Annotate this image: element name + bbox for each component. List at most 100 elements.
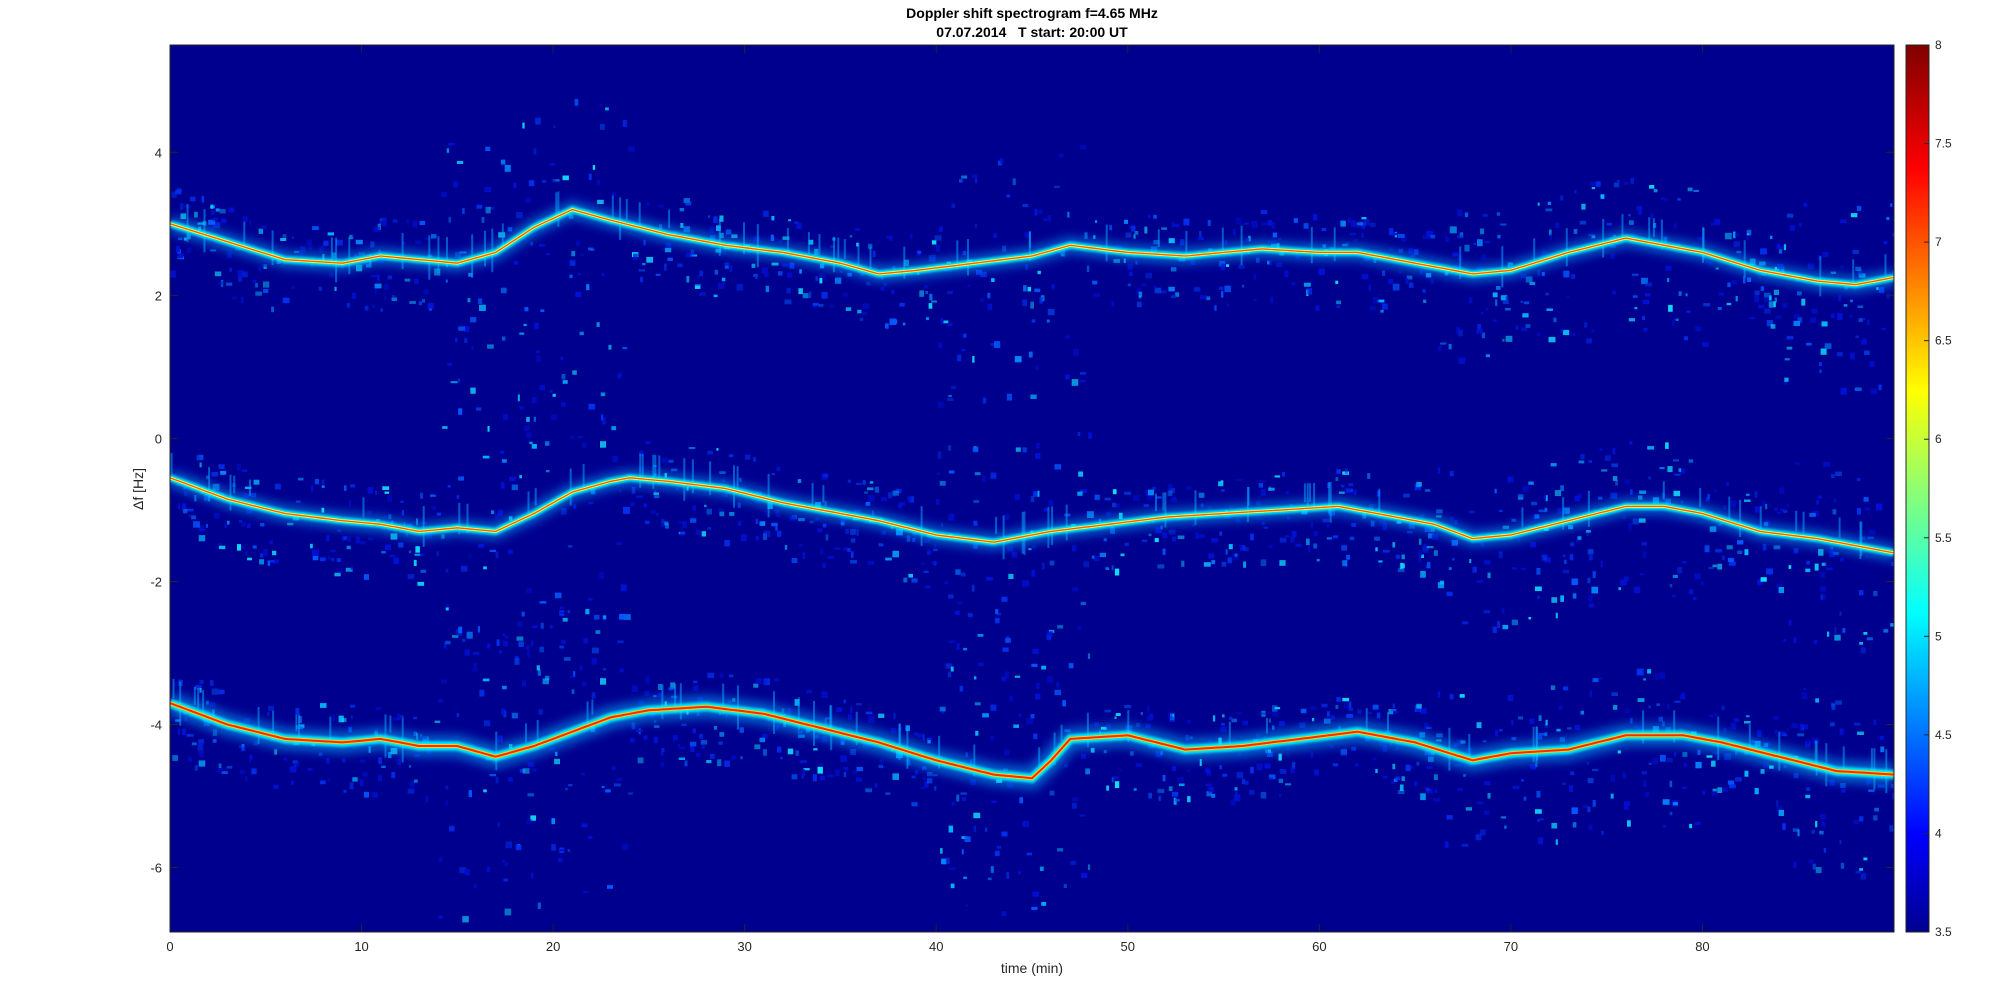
speckle-cell bbox=[1085, 768, 1090, 775]
speckle-cell bbox=[1312, 214, 1318, 221]
speckle-cell bbox=[300, 246, 306, 252]
speckle-cell bbox=[1852, 249, 1859, 254]
speckle-cell bbox=[1726, 302, 1732, 306]
speckle-cell bbox=[1538, 837, 1543, 845]
speckle-cell bbox=[1558, 705, 1563, 710]
speckle-cell bbox=[1592, 800, 1596, 807]
speckle-cell bbox=[924, 284, 929, 289]
speckle-cell bbox=[458, 626, 463, 634]
speckle-cell bbox=[643, 735, 647, 740]
speckle-cell bbox=[1329, 745, 1333, 748]
speckle-cell bbox=[393, 557, 399, 565]
speckle-cell bbox=[1747, 277, 1752, 282]
speckle-cell bbox=[1788, 619, 1792, 626]
speckle-cell bbox=[1773, 545, 1781, 550]
speckle-cell bbox=[1248, 235, 1251, 242]
speckle-cell bbox=[1057, 625, 1064, 629]
speckle-cell bbox=[823, 473, 829, 478]
speckle-cell bbox=[1570, 333, 1576, 336]
speckle-cell bbox=[1757, 579, 1763, 585]
speckle-cell bbox=[1784, 377, 1789, 382]
speckle-cell bbox=[1726, 482, 1729, 487]
speckle-cell bbox=[1226, 304, 1230, 307]
speckle-streak bbox=[1378, 488, 1381, 518]
speckle-cell bbox=[1703, 303, 1711, 307]
speckle-cell bbox=[1638, 208, 1642, 216]
speckle-cell bbox=[955, 569, 961, 575]
speckle-cell bbox=[344, 485, 347, 491]
speckle-cell bbox=[1878, 287, 1885, 293]
speckle-cell bbox=[1168, 786, 1173, 792]
speckle-cell bbox=[878, 543, 884, 547]
speckle-cell bbox=[759, 737, 766, 743]
speckle-cell bbox=[349, 782, 354, 790]
speckle-cell bbox=[623, 614, 631, 620]
speckle-cell bbox=[336, 558, 341, 563]
speckle-cell bbox=[1141, 539, 1148, 542]
speckle-cell bbox=[1816, 499, 1820, 505]
speckle-cell bbox=[1002, 245, 1006, 252]
speckle-cell bbox=[1809, 512, 1816, 517]
speckle-cell bbox=[1786, 346, 1793, 350]
speckle-cell bbox=[717, 283, 725, 289]
speckle-cell bbox=[1853, 819, 1859, 824]
speckle-cell bbox=[833, 547, 841, 550]
speckle-cell bbox=[1308, 546, 1311, 553]
speckle-cell bbox=[516, 212, 523, 219]
speckle-cell bbox=[1534, 514, 1540, 519]
speckle-cell bbox=[1869, 360, 1875, 367]
speckle-cell bbox=[1803, 687, 1807, 691]
speckle-cell bbox=[1493, 319, 1497, 322]
speckle-cell bbox=[1105, 567, 1110, 570]
speckle-cell bbox=[1006, 393, 1012, 401]
speckle-cell bbox=[1714, 218, 1721, 226]
speckle-cell bbox=[380, 308, 383, 312]
speckle-cell bbox=[1300, 708, 1307, 714]
speckle-cell bbox=[1148, 533, 1152, 537]
speckle-cell bbox=[245, 776, 248, 782]
speckle-cell bbox=[786, 287, 791, 294]
speckle-streak bbox=[466, 503, 469, 533]
speckle-cell bbox=[1256, 763, 1263, 771]
speckle-cell bbox=[445, 604, 450, 611]
speckle-cell bbox=[445, 640, 451, 645]
speckle-cell bbox=[1172, 766, 1176, 771]
speckle-cell bbox=[880, 287, 885, 291]
speckle-cell bbox=[636, 495, 643, 498]
speckle-cell bbox=[971, 584, 975, 592]
speckle-cell bbox=[713, 216, 718, 224]
speckle-cell bbox=[1030, 301, 1034, 309]
speckle-cell bbox=[1580, 710, 1585, 715]
speckle-cell bbox=[892, 550, 899, 558]
speckle-cell bbox=[1604, 455, 1611, 461]
speckle-cell bbox=[1612, 448, 1616, 455]
speckle-cell bbox=[1522, 313, 1529, 318]
speckle-cell bbox=[881, 530, 887, 535]
speckle-cell bbox=[485, 146, 491, 151]
speckle-cell bbox=[1560, 328, 1564, 333]
speckle-cell bbox=[1892, 232, 1894, 237]
speckle-cell bbox=[1624, 805, 1629, 811]
speckle-cell bbox=[372, 792, 378, 798]
speckle-cell bbox=[862, 303, 870, 309]
speckle-cell bbox=[713, 726, 718, 730]
speckle-cell bbox=[1793, 773, 1799, 779]
speckle-cell bbox=[1560, 595, 1564, 602]
speckle-cell bbox=[389, 554, 396, 557]
speckle-cell bbox=[690, 746, 695, 752]
speckle-cell bbox=[1086, 511, 1094, 518]
speckle-streak bbox=[1648, 217, 1651, 245]
speckle-cell bbox=[763, 533, 767, 540]
speckle-cell bbox=[310, 485, 314, 493]
speckle-cell bbox=[852, 770, 857, 774]
speckle-cell bbox=[559, 606, 564, 610]
speckle-streak bbox=[639, 453, 642, 488]
speckle-cell bbox=[504, 908, 512, 916]
speckle-cell bbox=[183, 237, 187, 241]
speckle-cell bbox=[1033, 491, 1038, 497]
speckle-cell bbox=[171, 191, 177, 198]
speckle-cell bbox=[398, 542, 404, 548]
speckle-cell bbox=[475, 407, 482, 411]
speckle-cell bbox=[1827, 631, 1830, 637]
speckle-cell bbox=[943, 320, 949, 324]
